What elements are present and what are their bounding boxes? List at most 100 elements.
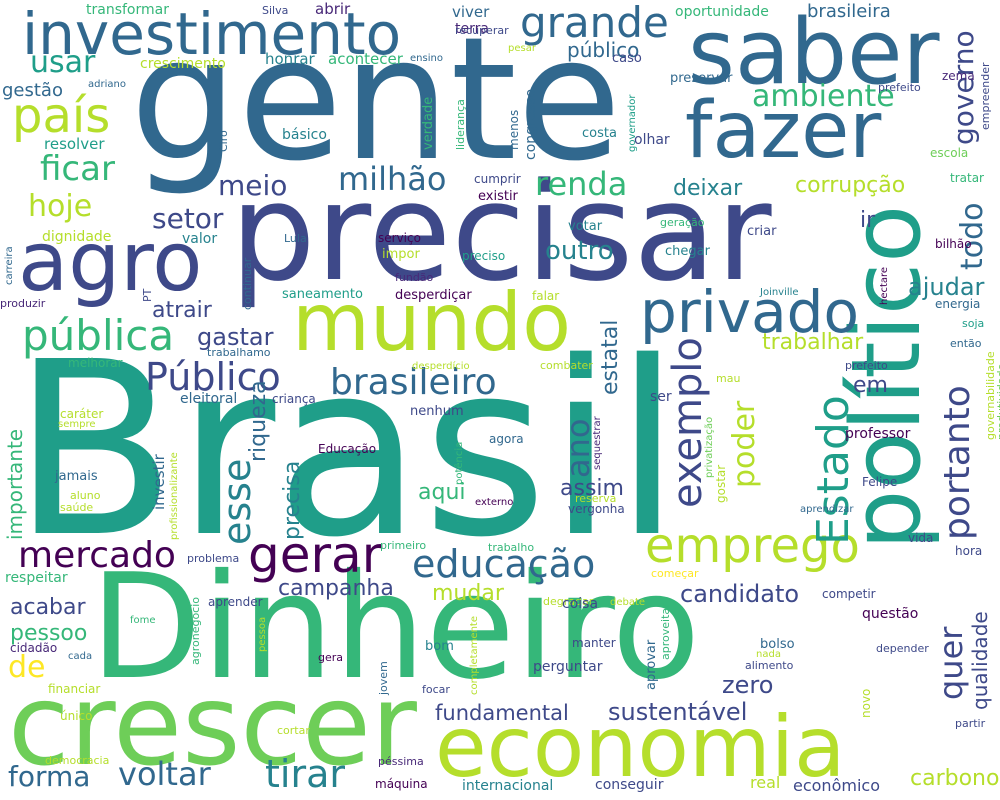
word: forma <box>8 760 91 793</box>
word: trabalhar <box>762 330 864 355</box>
word: Educação <box>318 442 377 456</box>
word: então <box>950 337 982 350</box>
word: riqueza <box>246 380 271 462</box>
word: sequestrar <box>592 416 603 470</box>
word: país <box>12 88 111 144</box>
word: tratar <box>950 171 984 185</box>
word: geração <box>660 216 705 229</box>
word: ir <box>860 208 876 233</box>
word: único <box>60 709 93 723</box>
word: quer <box>932 626 970 700</box>
word: investir <box>150 454 168 510</box>
word: competir <box>822 587 876 601</box>
word: prefeito <box>845 359 888 372</box>
word: impor <box>382 247 420 262</box>
word: soja <box>962 317 985 330</box>
word: preciso <box>462 249 506 263</box>
word: valor <box>182 231 218 247</box>
word: mudar <box>432 581 504 606</box>
word: gostar <box>714 464 728 503</box>
word: primeiro <box>380 539 427 552</box>
word: democracia <box>45 754 110 767</box>
word: caráter <box>60 407 104 421</box>
word: votar <box>568 219 603 234</box>
word: precisar <box>230 154 772 311</box>
word: Lula <box>284 232 307 245</box>
word: ser <box>650 389 672 405</box>
word: sustentável <box>608 698 748 726</box>
word: fazer <box>685 86 882 176</box>
word: carbono <box>910 766 1000 791</box>
word: ficar <box>40 149 115 189</box>
word: governabilidade <box>984 351 997 440</box>
word: meio <box>218 169 288 202</box>
word: resolver <box>44 135 105 153</box>
word: agro <box>18 215 203 310</box>
word: Dinheiro <box>90 543 701 712</box>
word: sempre <box>58 419 96 430</box>
word: aluno <box>70 489 101 502</box>
word: candidato <box>680 580 800 608</box>
word: falar <box>532 289 560 303</box>
word: potência <box>454 441 465 485</box>
word: ajudar <box>908 273 985 301</box>
word: eleitoral <box>180 391 238 407</box>
word: adriano <box>88 79 126 90</box>
word: mau <box>716 372 741 385</box>
word: poder <box>727 400 762 488</box>
word: péssima <box>378 755 424 768</box>
word: Felipe <box>862 475 898 489</box>
word: acontecer <box>328 50 403 68</box>
word: pessoa <box>257 616 268 652</box>
word: focar <box>422 683 450 696</box>
word: público <box>567 38 640 62</box>
word: vida <box>908 531 934 545</box>
word: transformar <box>86 2 169 18</box>
word: governo <box>947 30 980 145</box>
word: cortar <box>277 724 310 737</box>
word: brasileiro <box>330 362 497 403</box>
word: pública <box>22 311 175 360</box>
word: hoje <box>28 189 93 224</box>
word: combater <box>540 359 593 372</box>
word: voltar <box>118 755 211 793</box>
word: começar <box>651 567 699 580</box>
word: carreira <box>4 246 15 285</box>
word: externo <box>475 497 514 508</box>
word: crescimento <box>140 56 226 72</box>
word: qualidade <box>968 611 992 710</box>
word: esse <box>215 458 259 545</box>
word: saúde <box>60 501 94 514</box>
word: reserva <box>575 492 617 505</box>
word: zero <box>722 671 774 699</box>
word: liderança <box>454 99 467 150</box>
word: criança <box>272 392 316 406</box>
word: Brasil <box>12 310 681 590</box>
word: economia <box>435 698 846 796</box>
word: mundo <box>292 276 572 369</box>
word: partir <box>955 717 986 730</box>
word: cumprir <box>474 172 521 186</box>
word: viver <box>452 3 490 21</box>
word: conseguir <box>595 777 664 793</box>
word: gastar <box>197 323 274 351</box>
word: chegar <box>665 244 710 259</box>
word: abrir <box>315 0 351 18</box>
word: zema <box>942 69 975 83</box>
word: deixar <box>673 176 743 201</box>
word: grande <box>520 0 669 47</box>
word: governador <box>627 94 638 152</box>
word: manter <box>572 636 616 650</box>
word: tirar <box>265 752 345 796</box>
word: aproveitar <box>659 603 672 660</box>
word: assim <box>560 476 624 501</box>
word: honrar <box>265 50 315 68</box>
word: educação <box>412 542 596 586</box>
word: de <box>8 650 46 685</box>
word: melhorar <box>68 356 123 370</box>
word: caso <box>612 51 642 66</box>
word: questão <box>862 606 919 622</box>
word: costa <box>582 126 617 141</box>
word: congresso <box>523 88 539 160</box>
